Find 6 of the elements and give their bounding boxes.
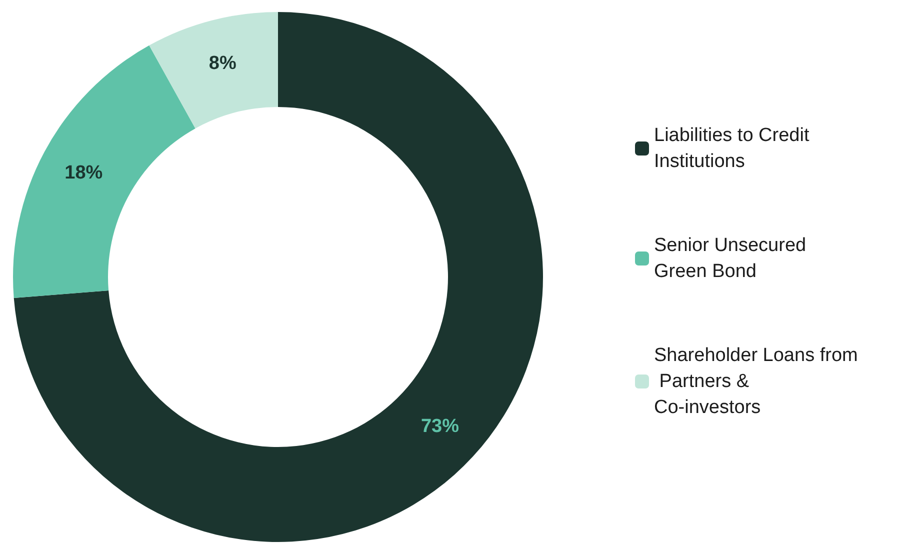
data-label: 73%: [420, 416, 460, 438]
data-label: 8%: [208, 53, 236, 74]
data-label: 18%: [64, 162, 103, 184]
legend-label: Liabilities to Credit Institutions: [654, 125, 815, 172]
legend-label: Senior Unsecured Green Bond: [654, 235, 812, 282]
legend-label: Shareholder Loans from Partners & Co-investors: [654, 345, 858, 418]
